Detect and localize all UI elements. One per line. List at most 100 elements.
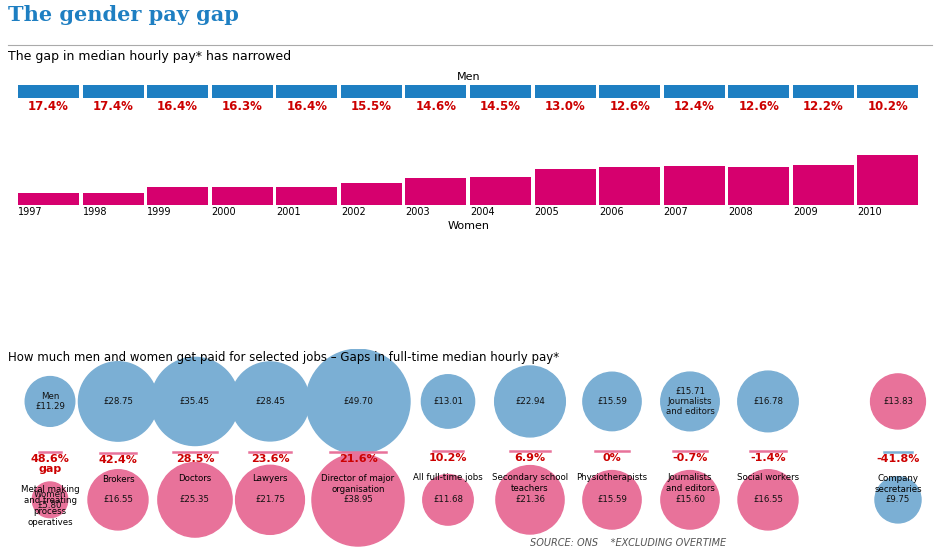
Text: 2008: 2008: [728, 207, 753, 217]
Bar: [276, 85, 337, 98]
Text: 2007: 2007: [664, 207, 688, 217]
Circle shape: [230, 362, 309, 441]
Text: 12.4%: 12.4%: [674, 100, 714, 113]
Text: The gender pay gap: The gender pay gap: [8, 5, 239, 25]
Bar: [341, 85, 402, 98]
Circle shape: [494, 366, 565, 437]
Text: 21.6%: 21.6%: [338, 454, 377, 464]
Bar: [83, 85, 144, 98]
Text: £13.01: £13.01: [433, 397, 463, 406]
Text: 6.9%: 6.9%: [514, 453, 545, 463]
Text: 28.5%: 28.5%: [176, 454, 214, 464]
Bar: [148, 188, 208, 205]
Text: £22.94: £22.94: [515, 397, 545, 406]
Bar: [148, 85, 208, 98]
Text: 17.4%: 17.4%: [28, 100, 69, 113]
Circle shape: [661, 372, 719, 431]
Text: How much men and women get paid for selected jobs – Gaps in full-time median hou: How much men and women get paid for sele…: [8, 351, 559, 364]
Bar: [599, 167, 660, 205]
Bar: [664, 166, 725, 205]
Circle shape: [738, 470, 798, 530]
Text: £16.55: £16.55: [103, 496, 133, 504]
Text: 16.4%: 16.4%: [287, 100, 327, 113]
Text: Social workers: Social workers: [737, 473, 799, 482]
Text: £21.36: £21.36: [515, 496, 545, 504]
Circle shape: [158, 463, 232, 537]
Text: £21.75: £21.75: [255, 496, 285, 504]
Text: 12.6%: 12.6%: [738, 100, 779, 113]
Bar: [18, 85, 79, 98]
Bar: [728, 167, 790, 205]
Bar: [341, 183, 402, 205]
Text: 48.6%: 48.6%: [31, 454, 70, 464]
Text: Women
£5.80: Women £5.80: [34, 490, 66, 509]
Bar: [276, 188, 337, 205]
Bar: [792, 165, 854, 205]
Text: 2009: 2009: [792, 207, 818, 217]
Text: Physiotherapists: Physiotherapists: [576, 472, 648, 482]
Text: Men
£11.29: Men £11.29: [35, 392, 65, 411]
Text: Women: Women: [447, 221, 489, 230]
Text: All full-time jobs: All full-time jobs: [413, 473, 483, 482]
Bar: [18, 192, 79, 205]
Circle shape: [738, 371, 798, 432]
Text: SOURCE: ONS    *EXCLUDING OVERTIME: SOURCE: ONS *EXCLUDING OVERTIME: [530, 538, 726, 548]
Text: £15.59: £15.59: [597, 397, 627, 406]
Text: 12.6%: 12.6%: [609, 100, 650, 113]
Text: £16.55: £16.55: [753, 496, 783, 504]
Text: £49.70: £49.70: [343, 397, 373, 406]
Text: £9.75: £9.75: [885, 496, 910, 504]
Circle shape: [88, 470, 148, 530]
Text: 14.6%: 14.6%: [415, 100, 457, 113]
Text: £38.95: £38.95: [343, 496, 373, 504]
Bar: [857, 85, 918, 98]
Text: £15.71
Journalists
and editors: £15.71 Journalists and editors: [666, 387, 714, 416]
Bar: [792, 85, 854, 98]
Bar: [405, 178, 466, 205]
Circle shape: [25, 377, 75, 426]
Circle shape: [236, 465, 305, 535]
Text: 2006: 2006: [599, 207, 624, 217]
Text: Men: Men: [457, 72, 480, 82]
Bar: [212, 187, 273, 205]
Text: 12.2%: 12.2%: [803, 100, 844, 113]
Text: -1.4%: -1.4%: [750, 453, 786, 463]
Text: 1998: 1998: [83, 207, 107, 217]
Text: 1997: 1997: [18, 207, 42, 217]
Circle shape: [151, 358, 239, 446]
Text: Brokers: Brokers: [102, 475, 134, 484]
Text: 2010: 2010: [857, 207, 882, 217]
Bar: [535, 169, 596, 205]
Text: £28.45: £28.45: [255, 397, 285, 406]
Bar: [857, 155, 918, 205]
Text: £25.35: £25.35: [180, 496, 210, 504]
Text: £15.60: £15.60: [675, 496, 705, 504]
Circle shape: [583, 372, 641, 431]
Bar: [470, 177, 531, 205]
Text: -41.8%: -41.8%: [876, 454, 919, 464]
Bar: [83, 192, 144, 205]
Bar: [470, 85, 531, 98]
Text: Metal making
and treating
process
operatives: Metal making and treating process operat…: [21, 485, 79, 527]
Bar: [212, 85, 273, 98]
Text: Journalists
and editors: Journalists and editors: [666, 473, 714, 493]
Text: 42.4%: 42.4%: [99, 455, 137, 465]
Text: 15.5%: 15.5%: [351, 100, 392, 113]
Text: Secondary school
teachers: Secondary school teachers: [492, 473, 568, 493]
Text: Lawyers: Lawyers: [252, 474, 288, 483]
Bar: [405, 85, 466, 98]
Text: 16.3%: 16.3%: [222, 100, 262, 113]
Text: 2003: 2003: [405, 207, 431, 217]
Text: 2000: 2000: [212, 207, 236, 217]
Circle shape: [583, 471, 641, 529]
Circle shape: [421, 375, 475, 428]
Text: 16.4%: 16.4%: [157, 100, 198, 113]
Text: £11.68: £11.68: [433, 496, 463, 504]
Circle shape: [870, 374, 926, 429]
Text: 0%: 0%: [603, 453, 621, 463]
Bar: [599, 85, 660, 98]
Text: 10.2%: 10.2%: [868, 100, 908, 113]
Text: £28.75: £28.75: [103, 397, 133, 406]
Bar: [664, 85, 725, 98]
Circle shape: [78, 362, 158, 441]
